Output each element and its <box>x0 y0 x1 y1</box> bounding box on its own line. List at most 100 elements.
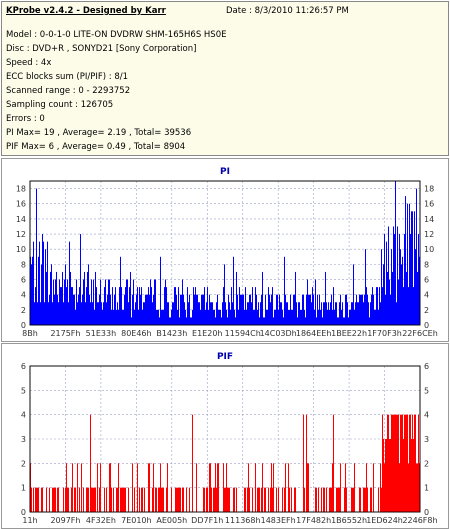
bar <box>347 302 348 325</box>
bar <box>180 294 181 325</box>
bar <box>280 302 281 325</box>
bar <box>222 302 223 325</box>
bar <box>106 487 107 512</box>
bar <box>128 487 129 512</box>
bar <box>332 463 333 512</box>
bar <box>276 294 277 325</box>
bar <box>271 294 272 325</box>
bar <box>406 271 407 325</box>
bar <box>125 487 126 512</box>
bar <box>380 463 381 512</box>
x-tick-label: 51E33h <box>86 329 116 338</box>
bar <box>217 294 218 325</box>
bar <box>216 302 217 325</box>
bar <box>192 309 193 325</box>
bar <box>324 302 325 325</box>
bar <box>92 487 93 512</box>
y-tick-label-left: 10 <box>16 245 26 254</box>
bar <box>166 287 167 325</box>
bar <box>86 487 87 512</box>
bar <box>268 287 269 325</box>
x-tick-label: 2246F8h <box>402 516 437 525</box>
bar <box>133 279 134 325</box>
bar <box>118 309 119 325</box>
bar <box>339 487 340 512</box>
bar <box>336 302 337 325</box>
bar <box>387 414 388 512</box>
bar <box>293 294 294 325</box>
bar <box>223 287 224 325</box>
bar <box>185 309 186 325</box>
bar <box>130 271 131 325</box>
bar <box>307 279 308 325</box>
x-tick-label: 2097Fh <box>50 516 80 525</box>
y-tick-label-left: 6 <box>21 276 26 285</box>
bar <box>223 463 224 512</box>
bar <box>366 287 367 325</box>
bar <box>148 287 149 325</box>
bar <box>329 487 330 512</box>
bar <box>374 309 375 325</box>
bar <box>309 294 310 325</box>
bar <box>168 302 169 325</box>
bar <box>41 264 42 325</box>
bar <box>68 302 69 325</box>
bar <box>401 264 402 325</box>
bar <box>150 279 151 325</box>
bar <box>315 487 316 512</box>
bar <box>41 487 42 512</box>
bar <box>33 241 34 325</box>
bar <box>225 302 226 325</box>
bar <box>99 487 100 512</box>
bar <box>87 271 88 325</box>
bar <box>257 487 258 512</box>
bar <box>239 287 240 325</box>
bar <box>274 309 275 325</box>
bar <box>220 309 221 325</box>
bar <box>83 487 84 512</box>
bar <box>87 487 88 512</box>
bar <box>322 317 323 325</box>
bar <box>82 294 83 325</box>
bar <box>164 287 165 325</box>
bar <box>44 302 45 325</box>
bar <box>370 487 371 512</box>
bar <box>80 234 81 325</box>
bar <box>360 487 361 512</box>
bar <box>71 487 72 512</box>
bar <box>204 287 205 325</box>
pi-chart-title: PI <box>220 167 230 177</box>
bar <box>251 302 252 325</box>
bar <box>221 317 222 325</box>
bar <box>249 487 250 512</box>
bar <box>39 241 40 325</box>
app-title: KProbe v2.4.2 - Designed by Karr <box>6 6 166 16</box>
y-tick-label-left: 3 <box>21 435 26 444</box>
bar <box>95 487 96 512</box>
x-tick-label: 17F482h <box>296 516 331 525</box>
bar <box>398 414 399 512</box>
bar <box>311 302 312 325</box>
bar <box>418 414 419 512</box>
bar <box>241 294 242 325</box>
bar <box>34 302 35 325</box>
bar <box>345 294 346 325</box>
model-line: Model : 0-0-1-0 LITE-ON DVDRW SHM-165H6S… <box>6 30 227 40</box>
bar <box>149 463 150 512</box>
bar <box>252 487 253 512</box>
bar <box>183 487 184 512</box>
range-line: Scanned range : 0 - 2293752 <box>6 86 131 96</box>
bar <box>272 487 273 512</box>
bar <box>107 294 108 325</box>
bar <box>365 249 366 325</box>
bar <box>244 487 245 512</box>
bar <box>218 309 219 325</box>
bar <box>216 487 217 512</box>
bar <box>363 302 364 325</box>
bar <box>247 302 248 325</box>
bar <box>412 211 413 325</box>
bar <box>156 487 157 512</box>
bar <box>191 317 192 325</box>
bar <box>129 287 130 325</box>
sampling-line: Sampling count : 126705 <box>6 100 114 110</box>
